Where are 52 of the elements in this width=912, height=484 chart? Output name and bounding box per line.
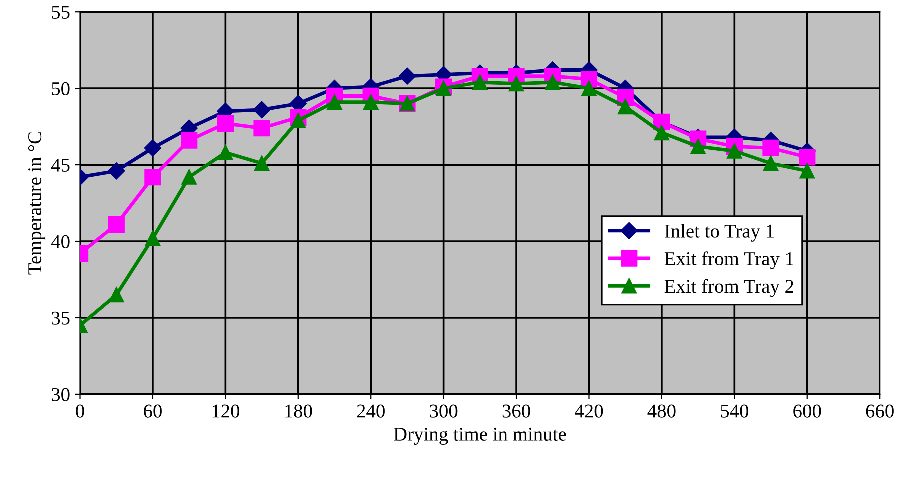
point [800,164,816,179]
point [618,99,634,115]
point [545,74,561,90]
y-axis-title: Temperature in °C [28,132,46,275]
point [180,132,198,149]
point [108,216,125,234]
legend-label: Inlet to Tray 1 [665,224,774,242]
point [253,101,271,119]
point [799,149,816,166]
legend-label: Exit from Tray 2 [664,279,794,298]
point [327,94,342,110]
y-tick-label: 35 [52,312,70,325]
point [762,140,780,157]
point [763,156,779,172]
point [472,74,488,90]
x-tick-label: 360 [502,404,530,418]
point [144,168,162,186]
point [254,120,270,137]
point [727,144,742,159]
point [582,80,597,96]
point [108,162,126,180]
x-tick-label: 0 [76,404,84,418]
x-tick-label: 60 [144,404,162,418]
x-tick-label: 420 [575,404,604,418]
x-tick-label: 240 [357,404,385,418]
point [363,94,379,110]
point [398,68,416,85]
point [217,115,234,132]
x-tick-label: 660 [866,404,894,418]
x-tick-label: 600 [794,404,822,418]
point [690,139,706,154]
point [290,113,306,128]
point [144,140,162,157]
x-tick-label: 120 [212,404,240,418]
point [218,145,234,160]
x-tick-label: 480 [648,404,676,418]
x-axis-title: Drying time in minute [394,428,566,446]
y-tick-label: 50 [52,82,70,96]
point [508,76,524,92]
y-tick-label: 55 [52,6,70,20]
legend-label: Exit from Tray 1 [664,252,794,270]
point [254,156,270,172]
y-tick-label: 30 [52,388,70,402]
point [145,230,161,246]
y-tick-label: 40 [51,235,70,248]
point [182,170,197,185]
x-tick-label: 180 [286,404,312,418]
x-tick-label: 540 [721,404,748,418]
point [654,125,670,141]
y-tick-label: 45 [51,158,70,172]
point [108,287,124,303]
x-tick-label: 300 [430,404,458,418]
